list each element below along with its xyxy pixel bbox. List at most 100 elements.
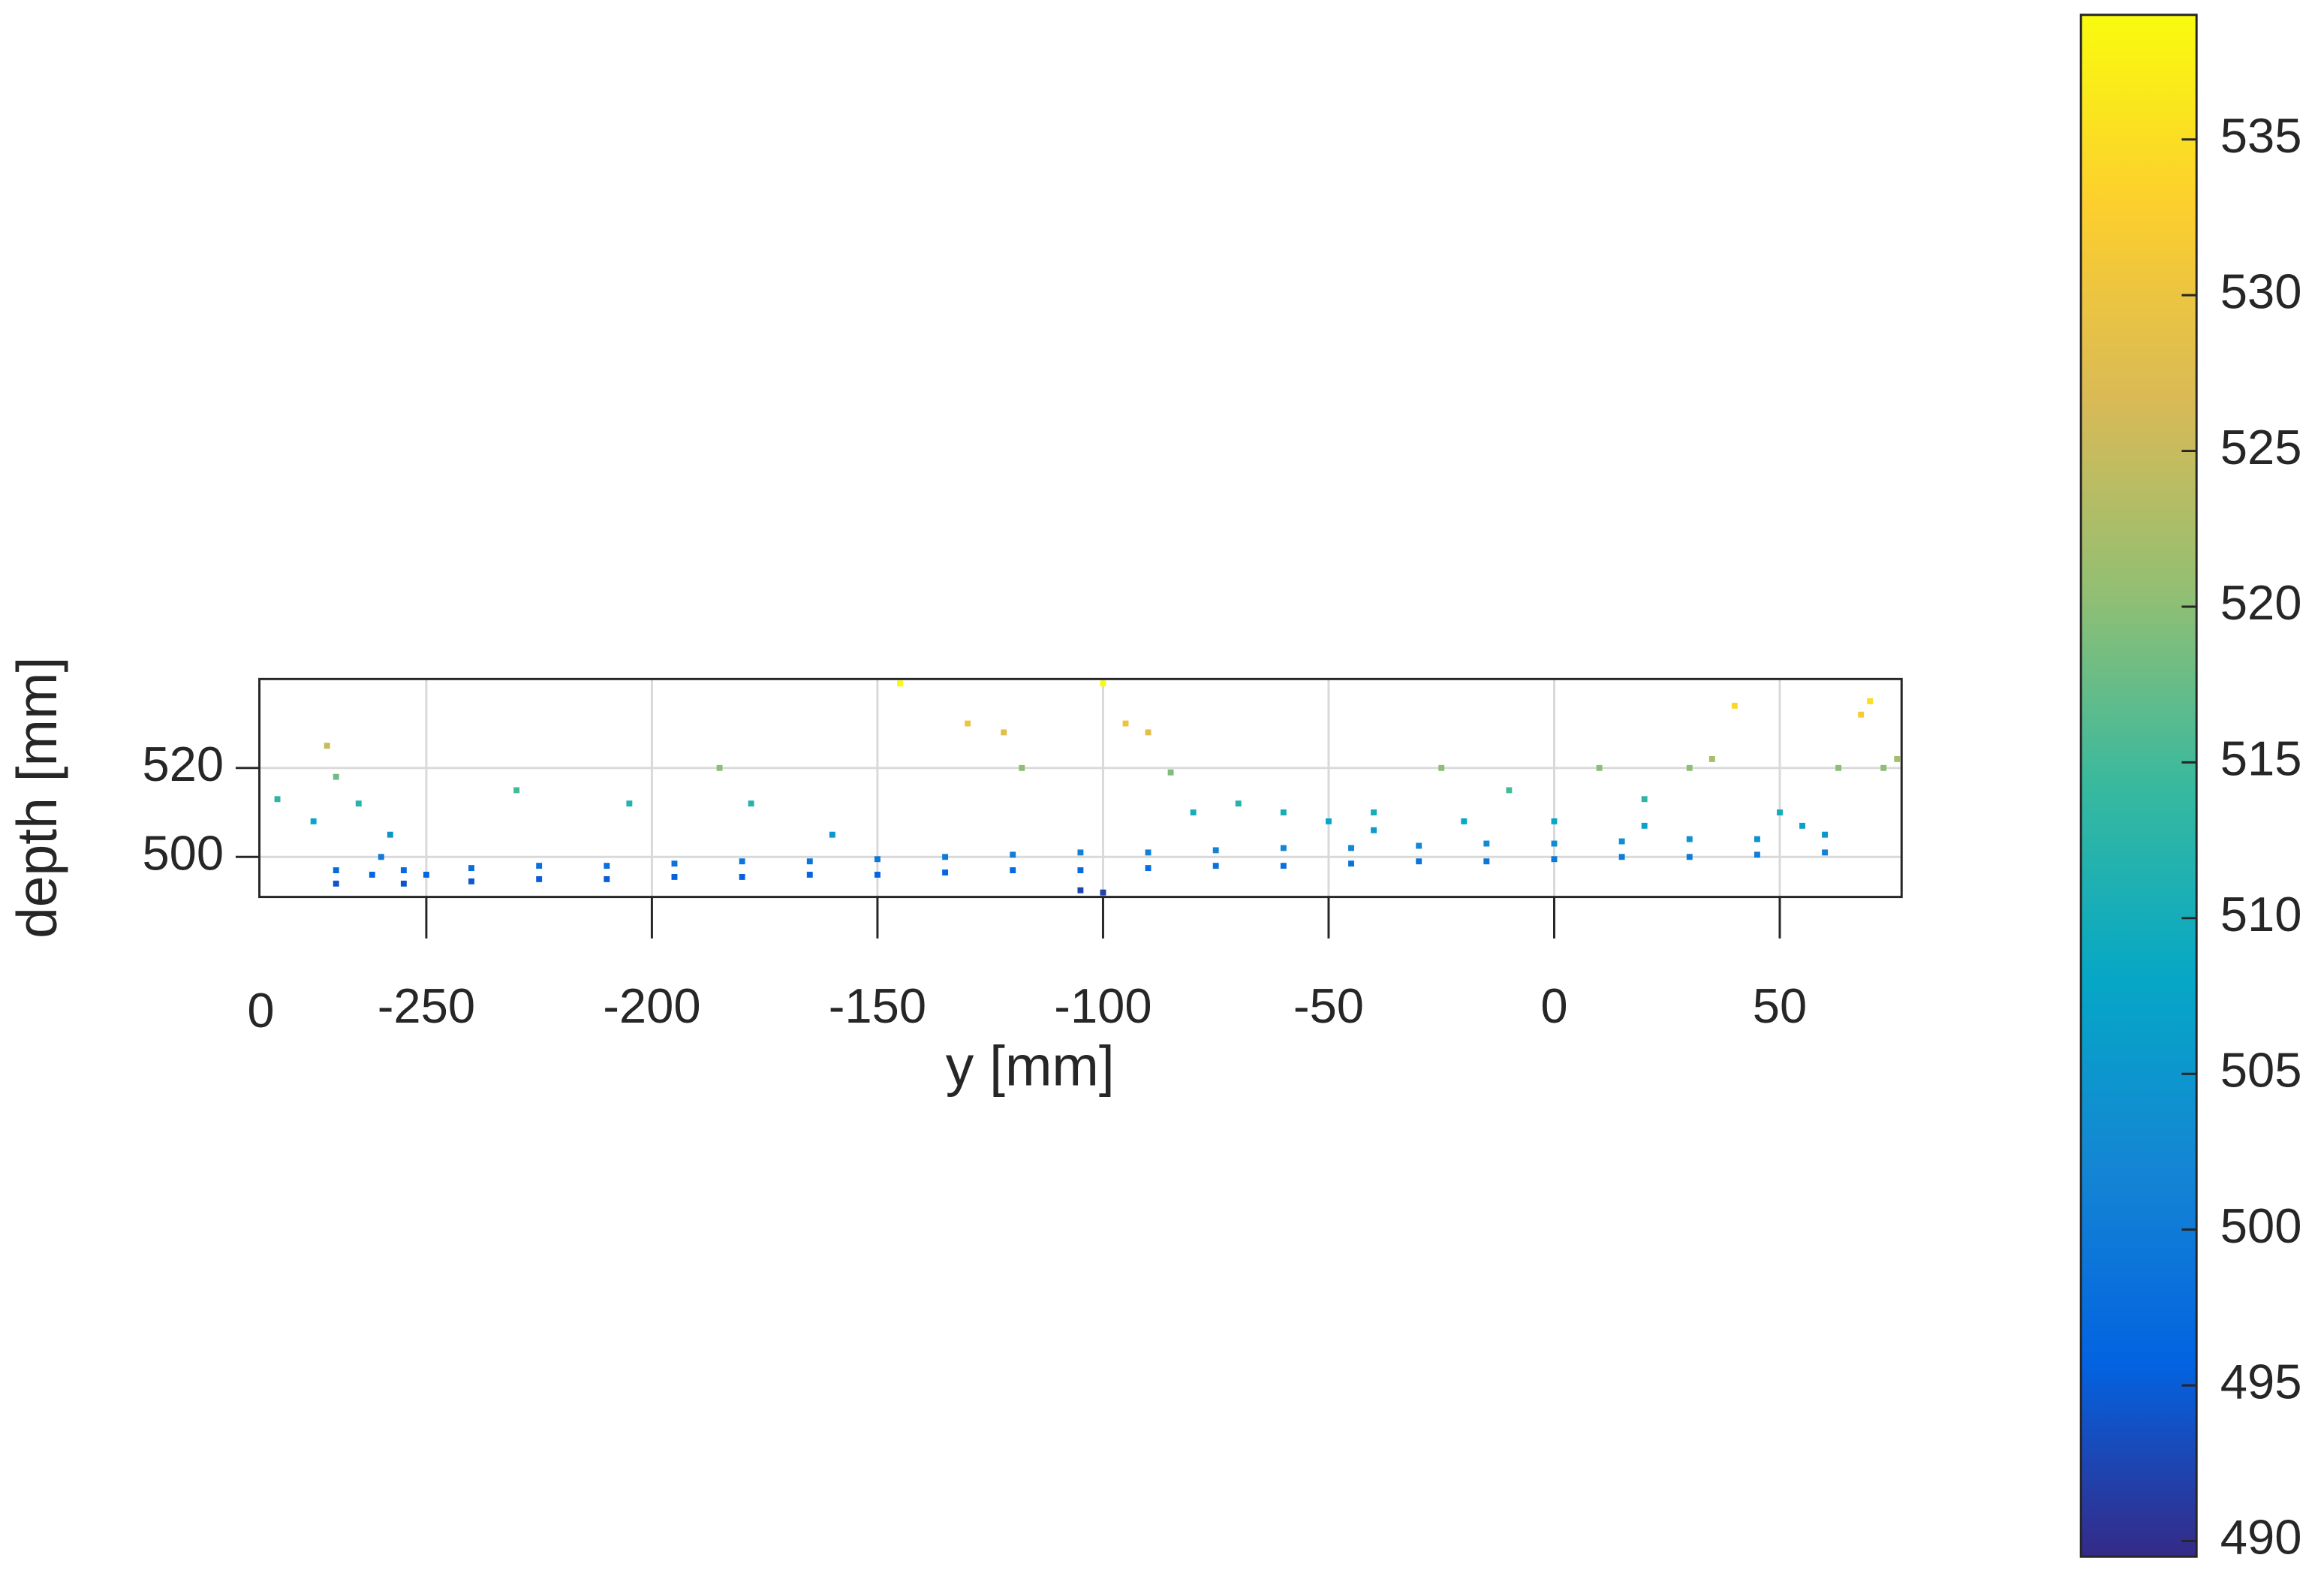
colorbar-ticks: 490 495 500 505 510 515 520 525 530 535 bbox=[2181, 108, 2301, 1565]
point bbox=[536, 863, 543, 869]
colorbar-tick-label: 490 bbox=[2220, 1510, 2302, 1565]
colorbar-tick-label: 530 bbox=[2220, 264, 2302, 318]
point bbox=[739, 873, 745, 880]
point bbox=[1280, 863, 1287, 869]
x-tick-label: 50 bbox=[1753, 978, 1807, 1033]
point bbox=[1371, 809, 1377, 816]
point bbox=[748, 800, 754, 807]
point bbox=[626, 800, 633, 807]
point bbox=[1506, 787, 1513, 794]
x-tick-label: -250 bbox=[378, 978, 475, 1033]
point bbox=[1167, 769, 1174, 776]
y-tick-label: 500 bbox=[142, 825, 224, 880]
corner-label: 0 bbox=[247, 983, 274, 1038]
point bbox=[1212, 847, 1219, 854]
x-tick-label: 0 bbox=[1540, 978, 1567, 1033]
point bbox=[1858, 711, 1865, 718]
point bbox=[1235, 800, 1242, 807]
point bbox=[1010, 851, 1016, 858]
colorbar-tick-label: 535 bbox=[2220, 108, 2302, 163]
point bbox=[536, 875, 543, 882]
point bbox=[829, 831, 835, 838]
point bbox=[1077, 849, 1084, 856]
point bbox=[468, 878, 474, 884]
x-tick-label: -150 bbox=[829, 978, 926, 1033]
point bbox=[897, 680, 903, 687]
x-tick-label: -50 bbox=[1293, 978, 1364, 1033]
point bbox=[274, 796, 281, 803]
point bbox=[604, 875, 610, 882]
point bbox=[1618, 854, 1625, 860]
point bbox=[1777, 809, 1783, 816]
point bbox=[369, 872, 375, 878]
point bbox=[1077, 867, 1084, 874]
point bbox=[874, 856, 881, 863]
point bbox=[400, 867, 407, 874]
x-tick-label: -200 bbox=[603, 978, 700, 1033]
colorbar-tick-label: 520 bbox=[2220, 575, 2302, 630]
grid bbox=[259, 679, 1902, 897]
point bbox=[1212, 863, 1219, 869]
point bbox=[400, 880, 407, 887]
point bbox=[1686, 764, 1693, 771]
point bbox=[1483, 840, 1490, 847]
y-axis-label: depth [mm] bbox=[5, 657, 68, 939]
colorbar-tick-label: 505 bbox=[2220, 1042, 2302, 1097]
point bbox=[874, 872, 881, 878]
point bbox=[1100, 889, 1106, 896]
point bbox=[1010, 867, 1016, 874]
point bbox=[1754, 836, 1760, 842]
point bbox=[1551, 856, 1558, 863]
x-axis-label: y [mm] bbox=[946, 1034, 1115, 1097]
point bbox=[1416, 842, 1422, 849]
point bbox=[942, 869, 949, 875]
point bbox=[1145, 865, 1151, 872]
points bbox=[274, 680, 1901, 896]
point bbox=[423, 872, 429, 878]
point bbox=[1835, 764, 1842, 771]
point bbox=[739, 858, 745, 865]
point bbox=[1686, 854, 1693, 860]
point bbox=[1326, 818, 1332, 824]
point bbox=[1019, 764, 1025, 771]
point bbox=[333, 880, 339, 887]
point bbox=[716, 764, 723, 771]
point bbox=[1596, 764, 1603, 771]
point bbox=[806, 858, 813, 865]
point bbox=[1880, 764, 1887, 771]
point bbox=[310, 818, 317, 824]
point bbox=[1822, 849, 1829, 856]
point bbox=[1145, 729, 1151, 736]
point bbox=[1731, 702, 1738, 709]
colorbar bbox=[2079, 14, 2198, 1558]
point bbox=[1122, 720, 1129, 727]
y-tick-label: 520 bbox=[142, 737, 224, 791]
point bbox=[1867, 698, 1874, 704]
point bbox=[1145, 849, 1151, 856]
point bbox=[1551, 840, 1558, 847]
point bbox=[1618, 838, 1625, 845]
point bbox=[671, 860, 678, 867]
point bbox=[378, 854, 384, 860]
point bbox=[1348, 845, 1354, 851]
point bbox=[468, 865, 474, 872]
point bbox=[1483, 858, 1490, 865]
point bbox=[1551, 818, 1558, 824]
point bbox=[1100, 680, 1106, 687]
point bbox=[1416, 858, 1422, 865]
point bbox=[1280, 809, 1287, 816]
point bbox=[604, 863, 610, 869]
point bbox=[1461, 818, 1468, 824]
point bbox=[1280, 845, 1287, 851]
colorbar-tick-label: 525 bbox=[2220, 420, 2302, 475]
point bbox=[1190, 809, 1197, 816]
point bbox=[324, 743, 330, 749]
colorbar-tick-label: 510 bbox=[2220, 887, 2302, 942]
point bbox=[671, 873, 678, 880]
point bbox=[1708, 756, 1715, 762]
point bbox=[1001, 729, 1007, 736]
point bbox=[1641, 822, 1648, 829]
point bbox=[1894, 756, 1901, 762]
